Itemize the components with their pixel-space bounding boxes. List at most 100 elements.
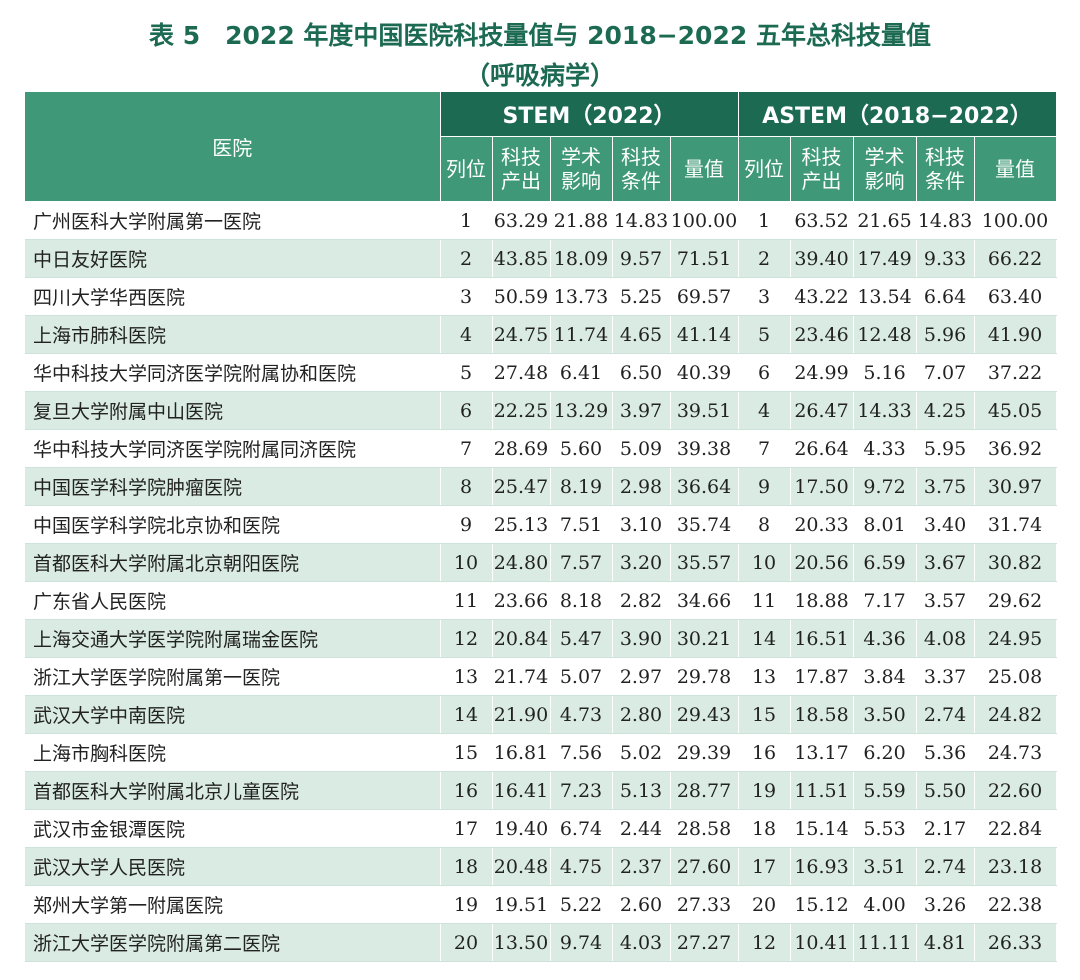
astem-rank-cell: 7: [738, 429, 791, 468]
astem-impact-cell: 6.59: [853, 543, 917, 582]
header-output-label: 科技 产出: [501, 145, 541, 193]
stem-output-cell: 16.41: [492, 771, 551, 810]
stem-rank-cell: 20: [440, 923, 493, 962]
stem-rank-cell: 12: [440, 619, 493, 658]
astem-value-cell: 22.84: [974, 809, 1057, 848]
astem-impact-cell: 3.84: [853, 657, 917, 696]
stem-value-cell: 35.74: [670, 505, 739, 544]
astem-rank-cell: 8: [738, 505, 791, 544]
astem-impact-cell: 7.17: [853, 581, 917, 620]
hospital-name-cell: 郑州大学第一附属医院: [25, 885, 441, 924]
astem-impact-cell: 4.00: [853, 885, 917, 924]
astem-impact-cell: 12.48: [853, 315, 917, 354]
header-condition-label-2: 科技 条件: [925, 145, 966, 193]
stem-value-cell: 28.77: [670, 771, 739, 810]
header-impact-label: 学术 影响: [561, 145, 601, 193]
stem-condition-cell: 5.13: [612, 771, 671, 810]
header-stem-group: STEM（2022）: [440, 92, 739, 137]
astem-condition-cell: 3.67: [916, 543, 975, 582]
table-subtitle: （呼吸病学）: [464, 61, 615, 90]
data-table: 医院 STEM（2022） ASTEM（2018−2022） 列位 科技 产出 …: [25, 92, 1057, 962]
stem-condition-cell: 2.44: [612, 809, 671, 848]
astem-condition-cell: 9.33: [916, 239, 975, 278]
stem-output-cell: 13.50: [492, 923, 551, 962]
hospital-name-cell: 复旦大学附属中山医院: [25, 391, 441, 430]
stem-condition-cell: 2.98: [612, 467, 671, 506]
astem-condition-cell: 4.25: [916, 391, 975, 430]
stem-condition-cell: 2.37: [612, 847, 671, 886]
astem-output-cell: 26.47: [790, 391, 854, 430]
hospital-name-cell: 上海交通大学医学院附属瑞金医院: [25, 619, 441, 658]
astem-output-cell: 17.50: [790, 467, 854, 506]
astem-rank-cell: 20: [738, 885, 791, 924]
stem-impact-cell: 5.47: [550, 619, 613, 658]
astem-value-cell: 29.62: [974, 581, 1057, 620]
astem-value-cell: 31.74: [974, 505, 1057, 544]
stem-value-cell: 39.51: [670, 391, 739, 430]
astem-rank-cell: 5: [738, 315, 791, 354]
stem-impact-cell: 18.09: [550, 239, 613, 278]
astem-value-cell: 30.82: [974, 543, 1057, 582]
stem-rank-cell: 18: [440, 847, 493, 886]
stem-condition-cell: 4.65: [612, 315, 671, 354]
astem-rank-cell: 14: [738, 619, 791, 658]
table-row: 武汉市金银潭医院 17 19.40 6.74 2.44 28.58 18 15.14 5.53 2…: [25, 809, 1057, 848]
stem-value-cell: 40.39: [670, 353, 739, 392]
header-output: 科技 产出: [492, 136, 551, 202]
hospital-name-cell: 中日友好医院: [25, 239, 441, 278]
stem-impact-cell: 7.23: [550, 771, 613, 810]
astem-impact-cell: 4.36: [853, 619, 917, 658]
stem-impact-cell: 6.74: [550, 809, 613, 848]
hospital-name-cell: 上海市胸科医院: [25, 733, 441, 772]
hospital-name-cell: 首都医科大学附属北京朝阳医院: [25, 543, 441, 582]
astem-impact-cell: 11.11: [853, 923, 917, 962]
astem-impact-cell: 3.50: [853, 695, 917, 734]
stem-output-cell: 63.29: [492, 201, 551, 240]
astem-value-cell: 23.18: [974, 847, 1057, 886]
astem-impact-cell: 17.49: [853, 239, 917, 278]
stem-output-cell: 19.51: [492, 885, 551, 924]
header-hospital: 医院: [25, 92, 441, 202]
table-row: 中国医学科学院肿瘤医院 8 25.47 8.19 2.98 36.64 9 17.50 9.72…: [25, 467, 1057, 506]
stem-value-cell: 27.60: [670, 847, 739, 886]
astem-value-cell: 24.95: [974, 619, 1057, 658]
astem-output-cell: 20.56: [790, 543, 854, 582]
stem-rank-cell: 8: [440, 467, 493, 506]
astem-rank-cell: 3: [738, 277, 791, 316]
stem-rank-cell: 17: [440, 809, 493, 848]
header-output-2: 科技 产出: [790, 136, 854, 202]
astem-rank-cell: 16: [738, 733, 791, 772]
astem-rank-cell: 18: [738, 809, 791, 848]
stem-impact-cell: 6.41: [550, 353, 613, 392]
astem-value-cell: 37.22: [974, 353, 1057, 392]
hospital-name-cell: 武汉市金银潭医院: [25, 809, 441, 848]
astem-condition-cell: 2.74: [916, 847, 975, 886]
stem-value-cell: 29.78: [670, 657, 739, 696]
table-row: 复旦大学附属中山医院 6 22.25 13.29 3.97 39.51 4 26.47 14.3…: [25, 391, 1057, 430]
stem-impact-cell: 21.88: [550, 201, 613, 240]
stem-impact-cell: 4.75: [550, 847, 613, 886]
stem-condition-cell: 2.80: [612, 695, 671, 734]
table-row: 上海市胸科医院 15 16.81 7.56 5.02 29.39 16 13.17 6.20 5.…: [25, 733, 1057, 772]
hospital-name-cell: 中国医学科学院肿瘤医院: [25, 467, 441, 506]
astem-rank-cell: 9: [738, 467, 791, 506]
stem-output-cell: 19.40: [492, 809, 551, 848]
table-row: 上海市肺科医院 4 24.75 11.74 4.65 41.14 5 23.46 12.48 5.…: [25, 315, 1057, 354]
astem-rank-cell: 13: [738, 657, 791, 696]
astem-condition-cell: 2.17: [916, 809, 975, 848]
astem-output-cell: 63.52: [790, 201, 854, 240]
stem-impact-cell: 11.74: [550, 315, 613, 354]
astem-condition-cell: 14.83: [916, 201, 975, 240]
stem-impact-cell: 5.22: [550, 885, 613, 924]
stem-rank-cell: 5: [440, 353, 493, 392]
header-value: 量值: [670, 136, 739, 202]
header-impact: 学术 影响: [550, 136, 613, 202]
table-body: 广州医科大学附属第一医院 1 63.29 21.88 14.83 100.00 1 63.52…: [25, 201, 1057, 962]
astem-rank-cell: 15: [738, 695, 791, 734]
header-condition: 科技 条件: [612, 136, 671, 202]
table-row: 首都医科大学附属北京儿童医院 16 16.41 7.23 5.13 28.77 19 11.5…: [25, 771, 1057, 810]
astem-condition-cell: 3.26: [916, 885, 975, 924]
table-row: 首都医科大学附属北京朝阳医院 10 24.80 7.57 3.20 35.57 10 20.5…: [25, 543, 1057, 582]
astem-output-cell: 10.41: [790, 923, 854, 962]
hospital-name-cell: 首都医科大学附属北京儿童医院: [25, 771, 441, 810]
